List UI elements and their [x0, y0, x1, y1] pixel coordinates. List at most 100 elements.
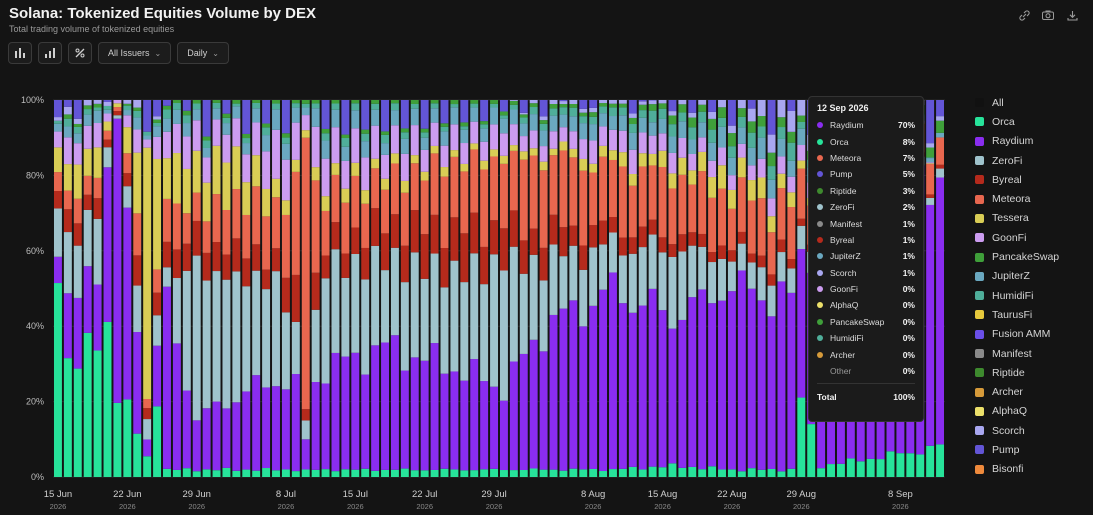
bar-column[interactable] — [172, 100, 181, 477]
bar-column[interactable] — [202, 100, 211, 477]
bar-column[interactable] — [678, 100, 687, 477]
bar-column[interactable] — [192, 100, 201, 477]
bar-column[interactable] — [519, 100, 528, 477]
legend-item[interactable]: Tessera — [975, 209, 1059, 228]
bar-column[interactable] — [262, 100, 271, 477]
download-icon[interactable] — [1065, 8, 1079, 22]
legend-item[interactable]: Manifest — [975, 344, 1059, 363]
bar-column[interactable] — [252, 100, 261, 477]
legend-item[interactable]: Riptide — [975, 363, 1059, 382]
bar-column[interactable] — [549, 100, 558, 477]
bar-column[interactable] — [718, 100, 726, 477]
legend-item[interactable]: PancakeSwap — [975, 247, 1059, 266]
bar-column[interactable] — [361, 100, 370, 477]
bar-column[interactable] — [400, 100, 409, 477]
bar-column[interactable] — [83, 100, 92, 477]
bar-column[interactable] — [212, 100, 221, 477]
bar-column[interactable] — [559, 100, 568, 477]
bar-column[interactable] — [153, 100, 162, 477]
camera-icon[interactable] — [1041, 8, 1055, 22]
bar-column[interactable] — [450, 100, 459, 477]
bar-column[interactable] — [63, 100, 72, 477]
bar-column[interactable] — [727, 100, 736, 477]
bar-column[interactable] — [490, 100, 499, 477]
bar-column[interactable] — [53, 100, 62, 477]
bar-column[interactable] — [658, 100, 667, 477]
legend-item[interactable]: Bisonfi — [975, 460, 1059, 479]
bar-column[interactable] — [688, 100, 697, 477]
bar-column[interactable] — [420, 100, 429, 477]
stacked-bar-icon[interactable] — [38, 42, 62, 64]
bar-column[interactable] — [638, 100, 647, 477]
bar-column[interactable] — [499, 100, 508, 477]
bar-column[interactable] — [232, 100, 241, 477]
legend-item[interactable]: AlphaQ — [975, 402, 1059, 421]
legend-item[interactable]: Archer — [975, 382, 1059, 401]
legend-item[interactable]: Scorch — [975, 421, 1059, 440]
legend-item[interactable]: GoonFi — [975, 228, 1059, 247]
bar-column[interactable] — [737, 100, 746, 477]
legend-item[interactable]: JupiterZ — [975, 267, 1059, 286]
bar-column[interactable] — [618, 100, 627, 477]
bar-column[interactable] — [539, 100, 548, 477]
bar-column[interactable] — [797, 100, 806, 477]
legend-item[interactable]: HumidiFi — [975, 286, 1059, 305]
bar-column[interactable] — [767, 100, 776, 477]
bar-column[interactable] — [291, 100, 300, 477]
bar-column[interactable] — [440, 100, 449, 477]
legend-item[interactable]: ZeroFi — [975, 151, 1059, 170]
bar-column[interactable] — [371, 100, 380, 477]
bar-column[interactable] — [143, 100, 152, 477]
bar-column[interactable] — [579, 100, 588, 477]
legend-item[interactable]: Fusion AMM — [975, 325, 1059, 344]
bar-column[interactable] — [73, 100, 82, 477]
bar-column[interactable] — [410, 100, 419, 477]
bar-chart-icon[interactable] — [8, 42, 32, 64]
bar-column[interactable] — [926, 100, 935, 477]
bar-column[interactable] — [331, 100, 340, 477]
bar-column[interactable] — [281, 100, 290, 477]
bar-column[interactable] — [272, 100, 280, 477]
bar-column[interactable] — [698, 100, 707, 477]
bar-column[interactable] — [133, 100, 142, 477]
link-icon[interactable] — [1017, 8, 1031, 22]
bar-column[interactable] — [103, 100, 112, 477]
bar-column[interactable] — [460, 100, 469, 477]
bar-column[interactable] — [569, 100, 578, 477]
bar-column[interactable] — [351, 100, 360, 477]
bar-column[interactable] — [182, 100, 191, 477]
bar-column[interactable] — [301, 100, 310, 477]
bar-column[interactable] — [589, 100, 598, 477]
legend-item[interactable]: All — [975, 93, 1059, 112]
bar-column[interactable] — [668, 100, 677, 477]
percent-icon[interactable] — [68, 42, 92, 64]
bar-column[interactable] — [648, 100, 657, 477]
legend-item[interactable]: Orca — [975, 112, 1059, 131]
legend-item[interactable]: Raydium — [975, 132, 1059, 151]
bar-column[interactable] — [321, 100, 330, 477]
bar-column[interactable] — [529, 100, 538, 477]
bar-column[interactable] — [381, 100, 389, 477]
bar-column[interactable] — [242, 100, 251, 477]
bar-column[interactable] — [777, 100, 786, 477]
bar-column[interactable] — [787, 100, 796, 477]
bar-column[interactable] — [609, 100, 617, 477]
bar-column[interactable] — [480, 100, 489, 477]
bar-column[interactable] — [470, 100, 479, 477]
bar-column[interactable] — [628, 100, 637, 477]
bar-column[interactable] — [163, 100, 171, 477]
bar-column[interactable] — [430, 100, 439, 477]
legend-item[interactable]: Meteora — [975, 189, 1059, 208]
bar-column[interactable] — [757, 100, 766, 477]
bar-column[interactable] — [93, 100, 102, 477]
legend-item[interactable]: Pump — [975, 440, 1059, 459]
bar-column[interactable] — [311, 100, 320, 477]
issuer-dropdown[interactable]: All Issuers ⌄ — [98, 42, 172, 64]
bar-column[interactable] — [936, 100, 945, 477]
bar-column[interactable] — [222, 100, 231, 477]
bar-column[interactable] — [599, 100, 608, 477]
bar-column[interactable] — [747, 100, 756, 477]
bar-column[interactable] — [123, 100, 132, 477]
legend-item[interactable]: Byreal — [975, 170, 1059, 189]
bar-column[interactable] — [390, 100, 399, 477]
